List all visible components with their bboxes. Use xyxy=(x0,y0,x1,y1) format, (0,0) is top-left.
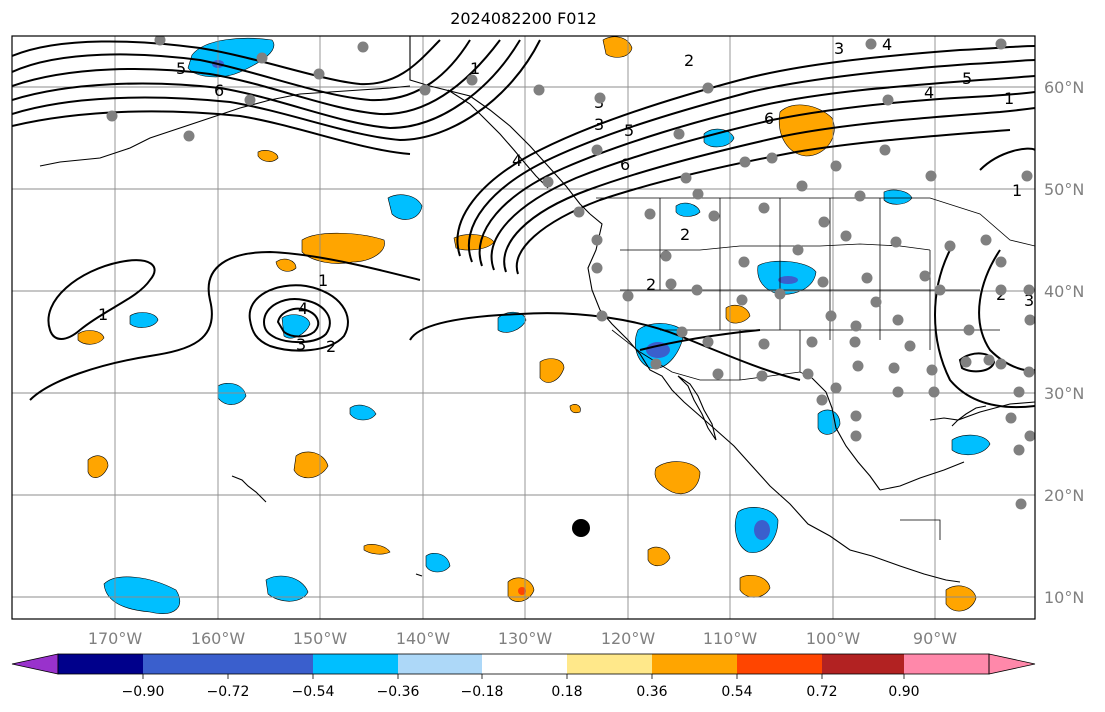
contour-label: 2 xyxy=(680,225,690,244)
colorbar-max-extension xyxy=(988,653,1036,675)
colorbar-segment xyxy=(822,654,904,674)
colorbar-tick-label: 0.54 xyxy=(721,684,752,700)
latitude-labels: 60°N 50°N 40°N 30°N 20°N 10°N xyxy=(1044,78,1084,607)
lat-label: 10°N xyxy=(1044,588,1084,607)
colorbar-tick-label: 0.18 xyxy=(551,684,582,700)
colorbar-tick-label: 0.90 xyxy=(888,684,919,700)
map-title: 2024082200 F012 xyxy=(450,9,597,28)
contour-label: 3 xyxy=(594,115,604,134)
contour-label: 5 xyxy=(962,69,972,88)
contour-label: 3 xyxy=(1024,291,1034,310)
lat-label: 40°N xyxy=(1044,282,1084,301)
colorbar-segment xyxy=(58,654,143,674)
political-borders xyxy=(596,197,1035,540)
lat-label: 60°N xyxy=(1044,78,1084,97)
contour-label: 4 xyxy=(512,151,522,170)
colorbar-tick-label: −0.90 xyxy=(122,684,165,700)
lon-label: 170°W xyxy=(88,629,143,648)
colorbar-segment xyxy=(482,654,567,674)
map-area[interactable]: 1 2 3 4 5 6 1 2 3 4 1 2 3 4 5 6 1 2 3 4 … xyxy=(12,35,1036,620)
contour-label: 4 xyxy=(882,35,892,54)
contour-label: 5 xyxy=(176,59,186,78)
contour-label: 3 xyxy=(834,39,844,58)
contour-label: 1 xyxy=(98,305,108,324)
lon-label: 140°W xyxy=(396,629,451,648)
contour-label: 5 xyxy=(624,121,634,140)
contour-label: 4 xyxy=(298,299,308,318)
highlight-marker xyxy=(572,519,590,537)
lon-label: 160°W xyxy=(191,629,246,648)
colorbar-tick-label: 0.36 xyxy=(636,684,667,700)
lon-label: 120°W xyxy=(601,629,656,648)
contour-label: 6 xyxy=(620,155,630,174)
colorbar-segment xyxy=(143,654,228,674)
colorbar-segment xyxy=(567,654,652,674)
lon-label: 130°W xyxy=(498,629,553,648)
contour-label: 3 xyxy=(296,335,306,354)
colorbar-segment xyxy=(737,654,822,674)
lon-label: 150°W xyxy=(293,629,348,648)
lat-label: 50°N xyxy=(1044,180,1084,199)
colorbar: −0.90 −0.72 −0.54 −0.36 −0.18 0.18 0.36 … xyxy=(11,653,1036,700)
colorbar-tick-label: −0.18 xyxy=(461,684,504,700)
contour-label: 2 xyxy=(646,275,656,294)
contour-label: 1 xyxy=(470,59,480,78)
lat-label: 30°N xyxy=(1044,384,1084,403)
colorbar-segment xyxy=(398,654,482,674)
colorbar-min-extension xyxy=(11,653,59,675)
contour-label: 1 xyxy=(318,271,328,290)
contour-label: 2 xyxy=(326,337,336,356)
lon-label: 100°W xyxy=(806,629,861,648)
colorbar-tick-label: −0.54 xyxy=(292,684,335,700)
contour-label: 4 xyxy=(924,83,934,102)
station-markers xyxy=(106,36,1035,510)
lon-label: 110°W xyxy=(703,629,758,648)
lat-label: 20°N xyxy=(1044,486,1084,505)
contour-label: 6 xyxy=(214,81,224,100)
map-frame xyxy=(11,35,1036,620)
colorbar-segment xyxy=(904,654,989,674)
colorbar-tick-label: −0.72 xyxy=(207,684,250,700)
contour-label: 1 xyxy=(1004,89,1014,108)
coastlines xyxy=(39,36,1035,583)
contour-label: 1 xyxy=(1012,181,1022,200)
colorbar-tick-label: 0.72 xyxy=(806,684,837,700)
colorbar-segment xyxy=(228,654,313,674)
lon-label: 90°W xyxy=(913,629,957,648)
contour-label: 2 xyxy=(684,51,694,70)
colorbar-tick-label: −0.36 xyxy=(377,684,420,700)
colorbar-segment xyxy=(652,654,737,674)
contour-label: 6 xyxy=(764,109,774,128)
longitude-labels: 170°W 160°W 150°W 140°W 130°W 120°W 110°… xyxy=(88,629,957,648)
colorbar-segment xyxy=(313,654,398,674)
